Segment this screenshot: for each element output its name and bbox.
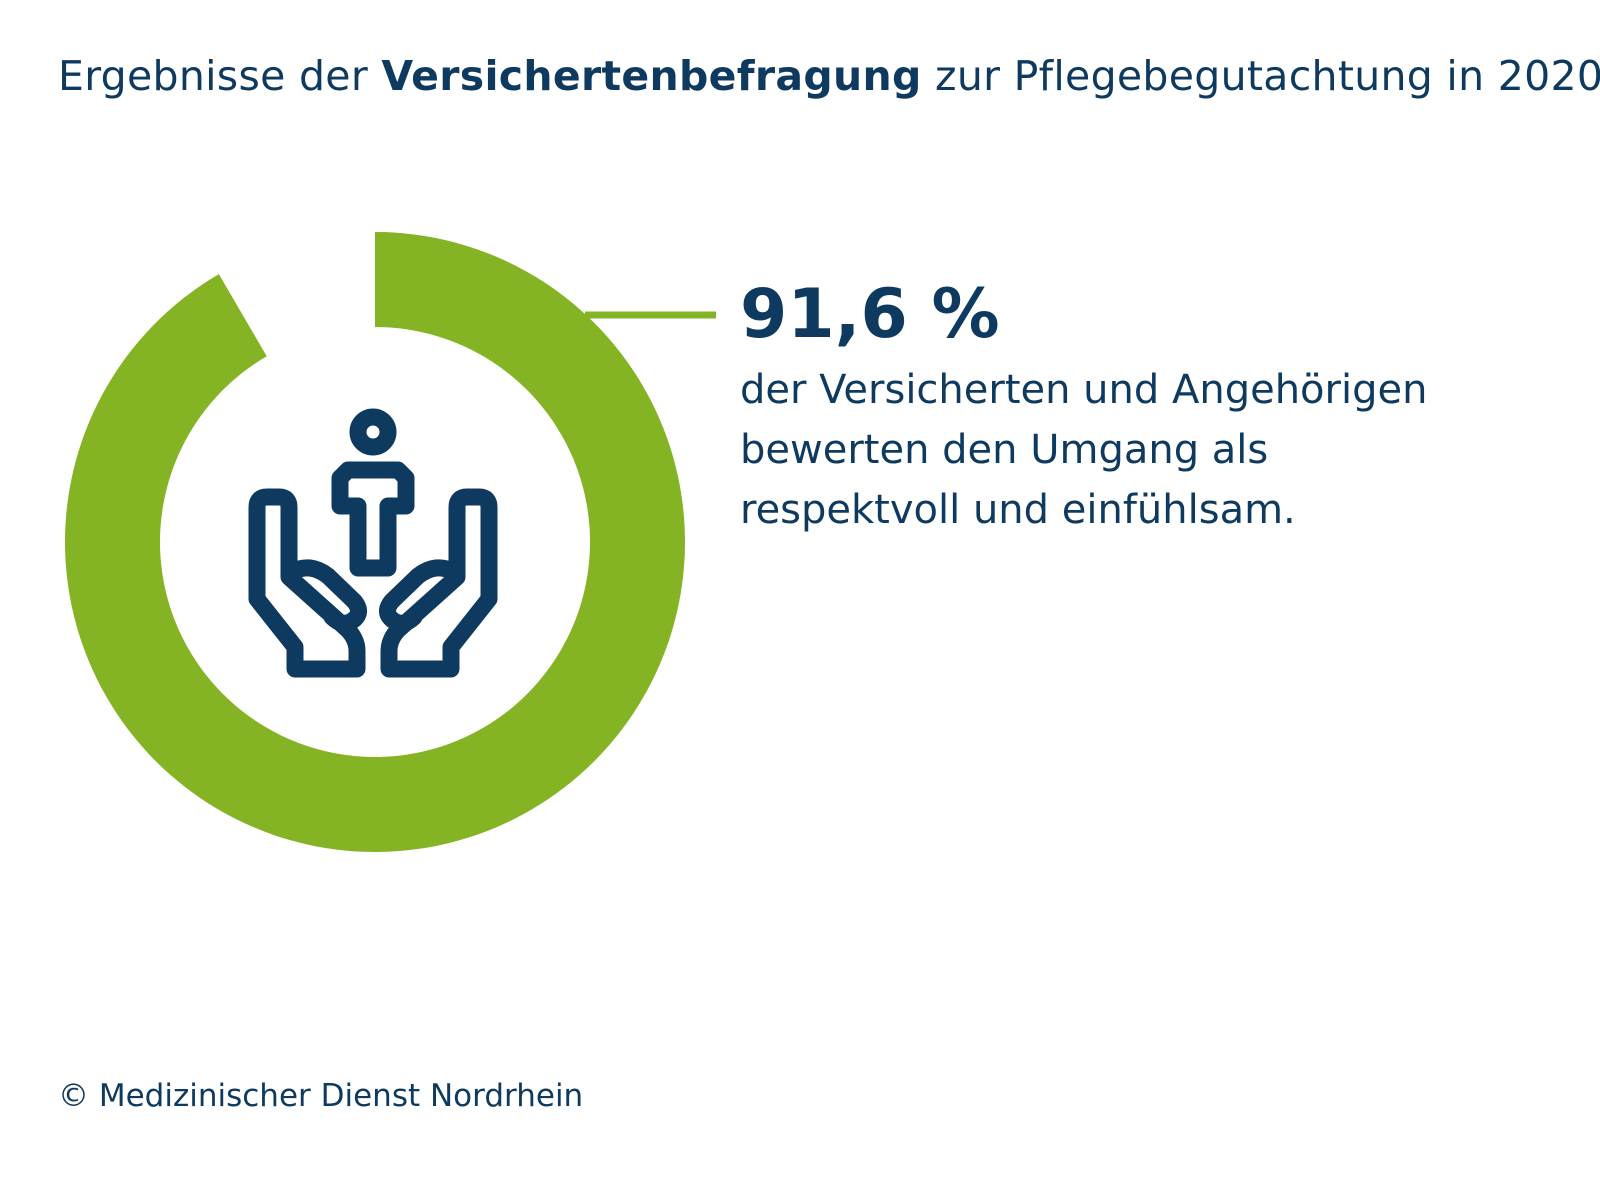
chart-title: Ergebnisse der Versichertenbefragung zur… — [58, 52, 1600, 100]
title-bold: Versichertenbefragung — [381, 52, 922, 100]
donut-segment-91-6 — [64, 232, 686, 852]
title-prefix: Ergebnisse der — [58, 52, 368, 100]
title-suffix: zur Pflegebegutachtung in 2020 — [935, 52, 1600, 100]
description-line: bewerten den Umgang als — [740, 427, 1269, 473]
description-line: respektvoll und einfühlsam. — [740, 487, 1296, 533]
description-line: der Versicherten und Angehörigen — [740, 367, 1428, 413]
chart-description: der Versicherten und Angehörigen bewerte… — [740, 360, 1560, 540]
highlight-value: 91,6 % — [740, 275, 1000, 354]
caring-hands-person-icon — [248, 408, 498, 678]
copyright-notice: © Medizinischer Dienst Nordrhein — [58, 1078, 584, 1114]
